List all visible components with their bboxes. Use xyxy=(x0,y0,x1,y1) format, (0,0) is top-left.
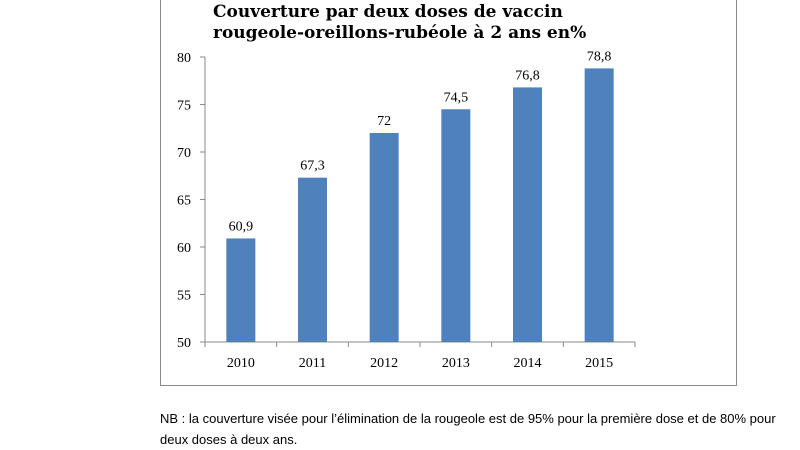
data-label: 72 xyxy=(377,114,391,129)
y-tick-label: 75 xyxy=(177,99,191,114)
data-label: 78,8 xyxy=(587,49,612,64)
y-tick-label: 50 xyxy=(177,336,191,351)
bar xyxy=(441,109,471,342)
x-tick-label: 2014 xyxy=(514,356,542,371)
data-label: 74,5 xyxy=(444,90,469,105)
data-label: 76,8 xyxy=(515,68,540,83)
bar xyxy=(513,87,542,343)
chart-title-line-2: rougeole-oreillons-rubéole à 2 ans en% xyxy=(213,23,587,43)
bar xyxy=(226,238,256,342)
y-tick-label: 80 xyxy=(177,51,191,66)
chart-title: Couverture par deux doses de vaccin roug… xyxy=(213,2,633,44)
footnote: NB : la couverture visée pour l’éliminat… xyxy=(160,411,776,447)
bar xyxy=(298,177,327,342)
x-tick-label: 2015 xyxy=(585,356,613,371)
x-tick-label: 2010 xyxy=(227,356,255,371)
y-tick-label: 70 xyxy=(177,146,191,161)
bar xyxy=(584,68,614,343)
x-tick-label: 2013 xyxy=(442,356,470,371)
y-tick-label: 60 xyxy=(177,241,191,256)
x-tick-label: 2011 xyxy=(299,356,326,371)
bar xyxy=(369,133,399,342)
y-tick-label: 55 xyxy=(177,289,191,304)
y-tick-label: 65 xyxy=(177,194,191,209)
x-tick-label: 2012 xyxy=(370,356,398,371)
chart-title-line-1: Couverture par deux doses de vaccin xyxy=(213,2,563,22)
data-label: 60,9 xyxy=(229,219,254,234)
bar-chart: 50 55 60 65 70 75 80 60,9 2010 67,3 2011 72 2012 74,5… xyxy=(177,49,636,371)
data-label: 67,3 xyxy=(300,159,325,174)
